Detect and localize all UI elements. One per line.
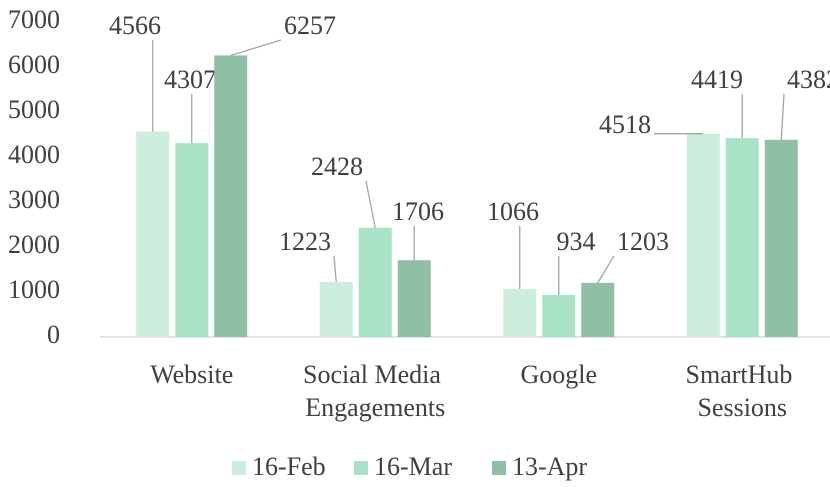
x-tick-label: SmartHub Sessions xyxy=(686,360,799,422)
bar xyxy=(503,289,537,337)
bar xyxy=(358,227,392,337)
bar xyxy=(725,138,759,337)
bar xyxy=(542,294,576,337)
x-tick-label: Social Media Engagements xyxy=(303,360,447,422)
legend-swatch xyxy=(492,461,506,475)
y-tick-label: 0 xyxy=(47,320,60,349)
data-label: 4382 xyxy=(787,65,830,94)
leader-line xyxy=(597,255,615,284)
data-label: 4566 xyxy=(109,11,161,40)
data-label: 1706 xyxy=(392,197,444,226)
y-tick-label: 4000 xyxy=(8,140,60,169)
legend-swatch xyxy=(232,461,246,475)
y-tick-label: 1000 xyxy=(8,275,60,304)
data-label: 2428 xyxy=(311,152,363,181)
legend-swatch xyxy=(354,461,368,475)
bar xyxy=(319,281,353,337)
data-label: 4307 xyxy=(164,65,216,94)
leader-line xyxy=(230,39,282,57)
bar xyxy=(764,139,798,337)
bar xyxy=(686,133,720,337)
y-tick-label: 2000 xyxy=(8,230,60,259)
x-tick-label: Website xyxy=(150,360,233,389)
legend-label: 13-Apr xyxy=(512,452,587,481)
bar xyxy=(136,131,170,337)
leader-line xyxy=(333,255,337,283)
data-label: 4518 xyxy=(599,110,651,139)
legend-label: 16-Mar xyxy=(374,452,452,481)
data-label: 6257 xyxy=(284,11,336,40)
bar xyxy=(581,282,615,337)
y-tick-label: 7000 xyxy=(8,5,60,34)
y-tick-label: 5000 xyxy=(8,95,60,124)
leader-line xyxy=(780,93,785,140)
data-label: 4419 xyxy=(691,65,743,94)
legend-label: 16-Feb xyxy=(252,452,326,481)
y-tick-label: 3000 xyxy=(8,185,60,214)
leader-line xyxy=(365,180,376,228)
x-tick-label: Google xyxy=(520,360,597,389)
bar xyxy=(214,55,248,338)
data-label: 1203 xyxy=(617,227,669,256)
data-label: 1223 xyxy=(279,227,331,256)
bar xyxy=(175,143,209,337)
data-label: 1066 xyxy=(487,197,539,226)
data-label: 934 xyxy=(557,227,596,256)
y-tick-label: 6000 xyxy=(8,50,60,79)
bar xyxy=(397,260,431,337)
